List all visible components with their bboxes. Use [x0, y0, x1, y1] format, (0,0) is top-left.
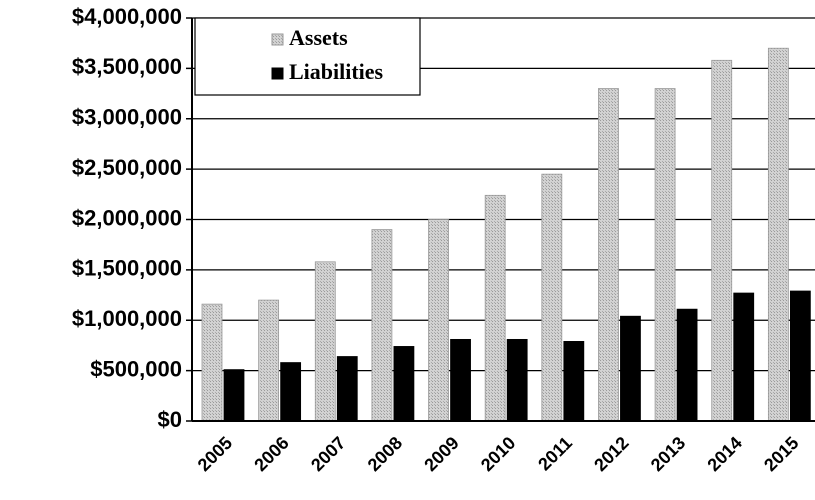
y-tick-label: $2,000,000 [72, 205, 182, 230]
x-tick-label: 2006 [250, 433, 292, 475]
bar [620, 315, 641, 422]
x-tick-label: 2009 [420, 433, 462, 475]
bar [541, 173, 563, 422]
bar [428, 219, 449, 422]
bar [484, 194, 506, 422]
bar [598, 88, 619, 422]
bar [506, 338, 528, 422]
x-tick-label: 2015 [760, 433, 802, 475]
x-tick-label: 2005 [194, 433, 236, 475]
x-tick-label: 2010 [477, 433, 519, 475]
bar [450, 338, 471, 422]
bar [223, 369, 245, 422]
bar [280, 362, 302, 422]
bar [371, 229, 393, 422]
bar [336, 356, 358, 422]
x-tick-label: 2008 [364, 433, 406, 475]
bar [393, 346, 415, 422]
axes: $0 $500,000 $1,000,000 $1,500,000 $2,000,000… [72, 4, 815, 475]
bar [258, 299, 280, 422]
x-tick-label: 2012 [590, 433, 632, 475]
y-tick-label: $0 [158, 407, 182, 432]
bar [654, 88, 676, 422]
y-tick-label: $3,000,000 [72, 105, 182, 130]
bar [733, 292, 755, 422]
y-tick-label: $1,000,000 [72, 306, 182, 331]
y-tick-label: $4,000,000 [72, 4, 182, 29]
legend-label: Liabilities [289, 59, 384, 84]
legend-label: Assets [289, 25, 348, 50]
legend-swatch [271, 33, 284, 46]
bar [676, 308, 698, 422]
bar [563, 341, 585, 422]
x-tick-label: 2014 [703, 433, 745, 475]
bar [767, 47, 789, 422]
x-tick-label: 2011 [534, 433, 576, 475]
y-tick-label: $1,500,000 [72, 256, 182, 281]
bar [711, 59, 733, 422]
x-tick-label: 2007 [307, 433, 349, 475]
bar [201, 303, 223, 422]
x-tick-label: 2013 [647, 433, 689, 475]
y-tick-label: $2,500,000 [72, 155, 182, 180]
legend-swatch [271, 67, 284, 80]
bar [314, 261, 336, 422]
bars [201, 47, 811, 422]
legend: Assets Liabilities [194, 17, 421, 96]
y-tick-label: $500,000 [90, 356, 182, 381]
bar [789, 290, 811, 422]
legend-box [194, 17, 421, 96]
y-tick-label: $3,500,000 [72, 54, 182, 79]
